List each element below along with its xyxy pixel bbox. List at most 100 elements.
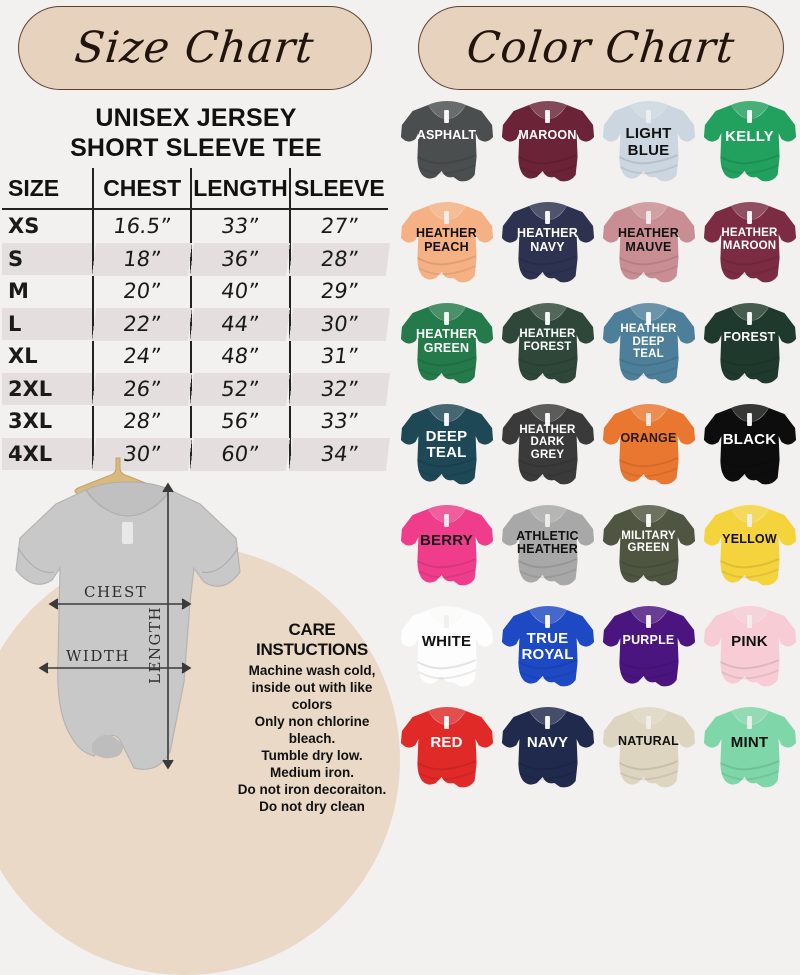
tshirt-icon: PURPLE — [601, 604, 697, 690]
length-label: LENGTH — [146, 606, 164, 684]
cell-length: 52” — [189, 372, 292, 405]
color-swatch[interactable]: HEATHER FOREST — [497, 294, 598, 395]
cell-sleeve: 28” — [287, 242, 390, 275]
color-swatch[interactable]: KELLY — [699, 92, 800, 193]
tee-measurement-diagram: CHEST WIDTH LENGTH — [8, 452, 258, 792]
color-swatch[interactable]: YELLOW — [699, 495, 800, 596]
care-line: Do not dry clean — [259, 799, 365, 814]
tshirt-icon: PINK — [702, 604, 798, 690]
cell-chest: 28” — [91, 405, 194, 438]
care-line: Do not iron decoraiton. — [237, 782, 387, 797]
tshirt-icon: LIGHT BLUE — [601, 99, 697, 185]
color-swatch[interactable]: MILITARY GREEN — [598, 495, 699, 596]
column-header-sleeve: SLEEVE — [288, 168, 388, 210]
product-title-line1: UNISEX JERSEY — [95, 104, 297, 132]
chest-measure-arrow — [48, 598, 192, 610]
tshirt-icon: TRUE ROYAL — [500, 604, 596, 690]
color-swatch[interactable]: MAROON — [497, 92, 598, 193]
care-line: Machine wash cold, — [248, 663, 376, 678]
color-swatch[interactable]: NAVY — [497, 697, 598, 798]
size-chart-banner: Size Chart — [18, 6, 372, 90]
cell-chest: 24” — [91, 340, 194, 373]
color-swatch[interactable]: MINT — [699, 697, 800, 798]
cell-chest: 20” — [91, 275, 194, 308]
tee-shape — [15, 481, 241, 770]
color-swatch[interactable]: BLACK — [699, 395, 800, 496]
cell-sleeve: 29” — [287, 275, 390, 308]
color-swatch[interactable]: HEATHER NAVY — [497, 193, 598, 294]
table-row: M 20” 40” 29” — [2, 275, 390, 308]
cell-sleeve: 34” — [287, 437, 390, 470]
color-swatch[interactable]: TRUE ROYAL — [497, 596, 598, 697]
size-table: SIZE CHEST LENGTH SLEEVE XS 16.5” 33” 27” S 1… — [2, 168, 391, 470]
table-row: XL 24” 48” 31” — [2, 340, 390, 373]
color-swatch[interactable]: LIGHT BLUE — [598, 92, 699, 193]
care-instructions: CARE INSTUCTIONS Machine wash cold, insid… — [232, 620, 392, 815]
tshirt-icon: BLACK — [702, 402, 798, 488]
cell-length: 56” — [189, 405, 292, 438]
cell-chest: 26” — [91, 372, 194, 405]
care-line: Tumble dry low. — [261, 748, 363, 763]
color-swatch[interactable]: DEEP TEAL — [396, 395, 497, 496]
tshirt-icon: ORANGE — [601, 402, 697, 488]
cell-size: S — [2, 242, 93, 275]
tshirt-icon: HEATHER GREEN — [399, 301, 495, 387]
cell-sleeve: 33” — [287, 405, 390, 438]
cell-size: 3XL — [8, 409, 53, 434]
cell-size: XL — [8, 344, 38, 369]
cell-size: 4XL — [2, 437, 93, 470]
color-swatch[interactable]: PURPLE — [598, 596, 699, 697]
color-swatch[interactable]: HEATHER DEEP TEAL — [598, 294, 699, 395]
color-swatch[interactable]: HEATHER DARK GREY — [497, 395, 598, 496]
cell-length: 48” — [189, 340, 292, 373]
cell-length: 36” — [189, 242, 292, 275]
size-chart-title: Size Chart — [72, 23, 318, 73]
care-line: Medium iron. — [270, 765, 354, 780]
product-title-line2: SHORT SLEEVE TEE — [70, 133, 322, 162]
tshirt-icon: HEATHER FOREST — [500, 301, 596, 387]
color-swatch[interactable]: FOREST — [699, 294, 800, 395]
cell-length: 33” — [189, 209, 292, 243]
cell-size: 2XL — [2, 372, 93, 405]
color-swatch[interactable]: PINK — [699, 596, 800, 697]
product-title: UNISEX JERSEY SHORT SLEEVE TEE — [0, 104, 392, 163]
color-swatch[interactable]: HEATHER MAUVE — [598, 193, 699, 294]
table-row: 3XL 28” 56” 33” — [2, 405, 390, 438]
tshirt-icon: HEATHER PEACH — [399, 200, 495, 286]
tshirt-icon: MILITARY GREEN — [601, 503, 697, 589]
table-header-row: SIZE CHEST LENGTH SLEEVE — [2, 168, 388, 210]
tshirt-icon: DEEP TEAL — [399, 402, 495, 488]
cell-sleeve: 30” — [287, 307, 390, 340]
tshirt-icon: HEATHER NAVY — [500, 200, 596, 286]
color-swatch[interactable]: ASPHALT — [396, 92, 497, 193]
color-swatch[interactable]: HEATHER MAROON — [699, 193, 800, 294]
length-measure-arrow — [162, 482, 174, 770]
color-swatch[interactable]: ATHLETIC HEATHER — [497, 495, 598, 596]
table-row: XS 16.5” 33” 27” — [2, 209, 391, 243]
care-line: Only non chlorine bleach. — [254, 714, 370, 746]
color-swatch[interactable]: BERRY — [396, 495, 497, 596]
tshirt-icon: YELLOW — [702, 503, 798, 589]
color-swatch[interactable]: RED — [396, 697, 497, 798]
cell-size: XS — [8, 214, 40, 239]
color-swatch-grid: ASPHALT MAROON LIGHT BLUE KELLY HEATHER PEACH H… — [396, 92, 800, 798]
tshirt-icon: KELLY — [702, 99, 798, 185]
cell-sleeve: 32” — [287, 372, 390, 405]
care-line: inside out with like colors — [251, 680, 373, 712]
color-swatch[interactable]: WHITE — [396, 596, 497, 697]
color-swatch[interactable]: HEATHER PEACH — [396, 193, 497, 294]
color-chart-banner: Color Chart — [418, 6, 784, 90]
tshirt-icon: MINT — [702, 705, 798, 791]
color-chart-title: Color Chart — [464, 23, 738, 73]
column-header-chest: CHEST — [91, 168, 192, 210]
color-swatch[interactable]: NATURAL — [598, 697, 699, 798]
care-instructions-title: CARE INSTUCTIONS — [256, 620, 368, 659]
column-header-size: SIZE — [2, 168, 93, 210]
color-swatch[interactable]: HEATHER GREEN — [396, 294, 497, 395]
table-row: 4XL 30” 60” 34” — [2, 437, 390, 470]
color-swatch[interactable]: ORANGE — [598, 395, 699, 496]
tshirt-icon: NAVY — [500, 705, 596, 791]
care-instructions-lines: Machine wash cold, inside out with like c… — [232, 662, 392, 815]
size-chart-pane: UNISEX JERSEY SHORT SLEEVE TEE SIZE CHES… — [0, 0, 392, 814]
tshirt-icon: HEATHER DEEP TEAL — [601, 301, 697, 387]
